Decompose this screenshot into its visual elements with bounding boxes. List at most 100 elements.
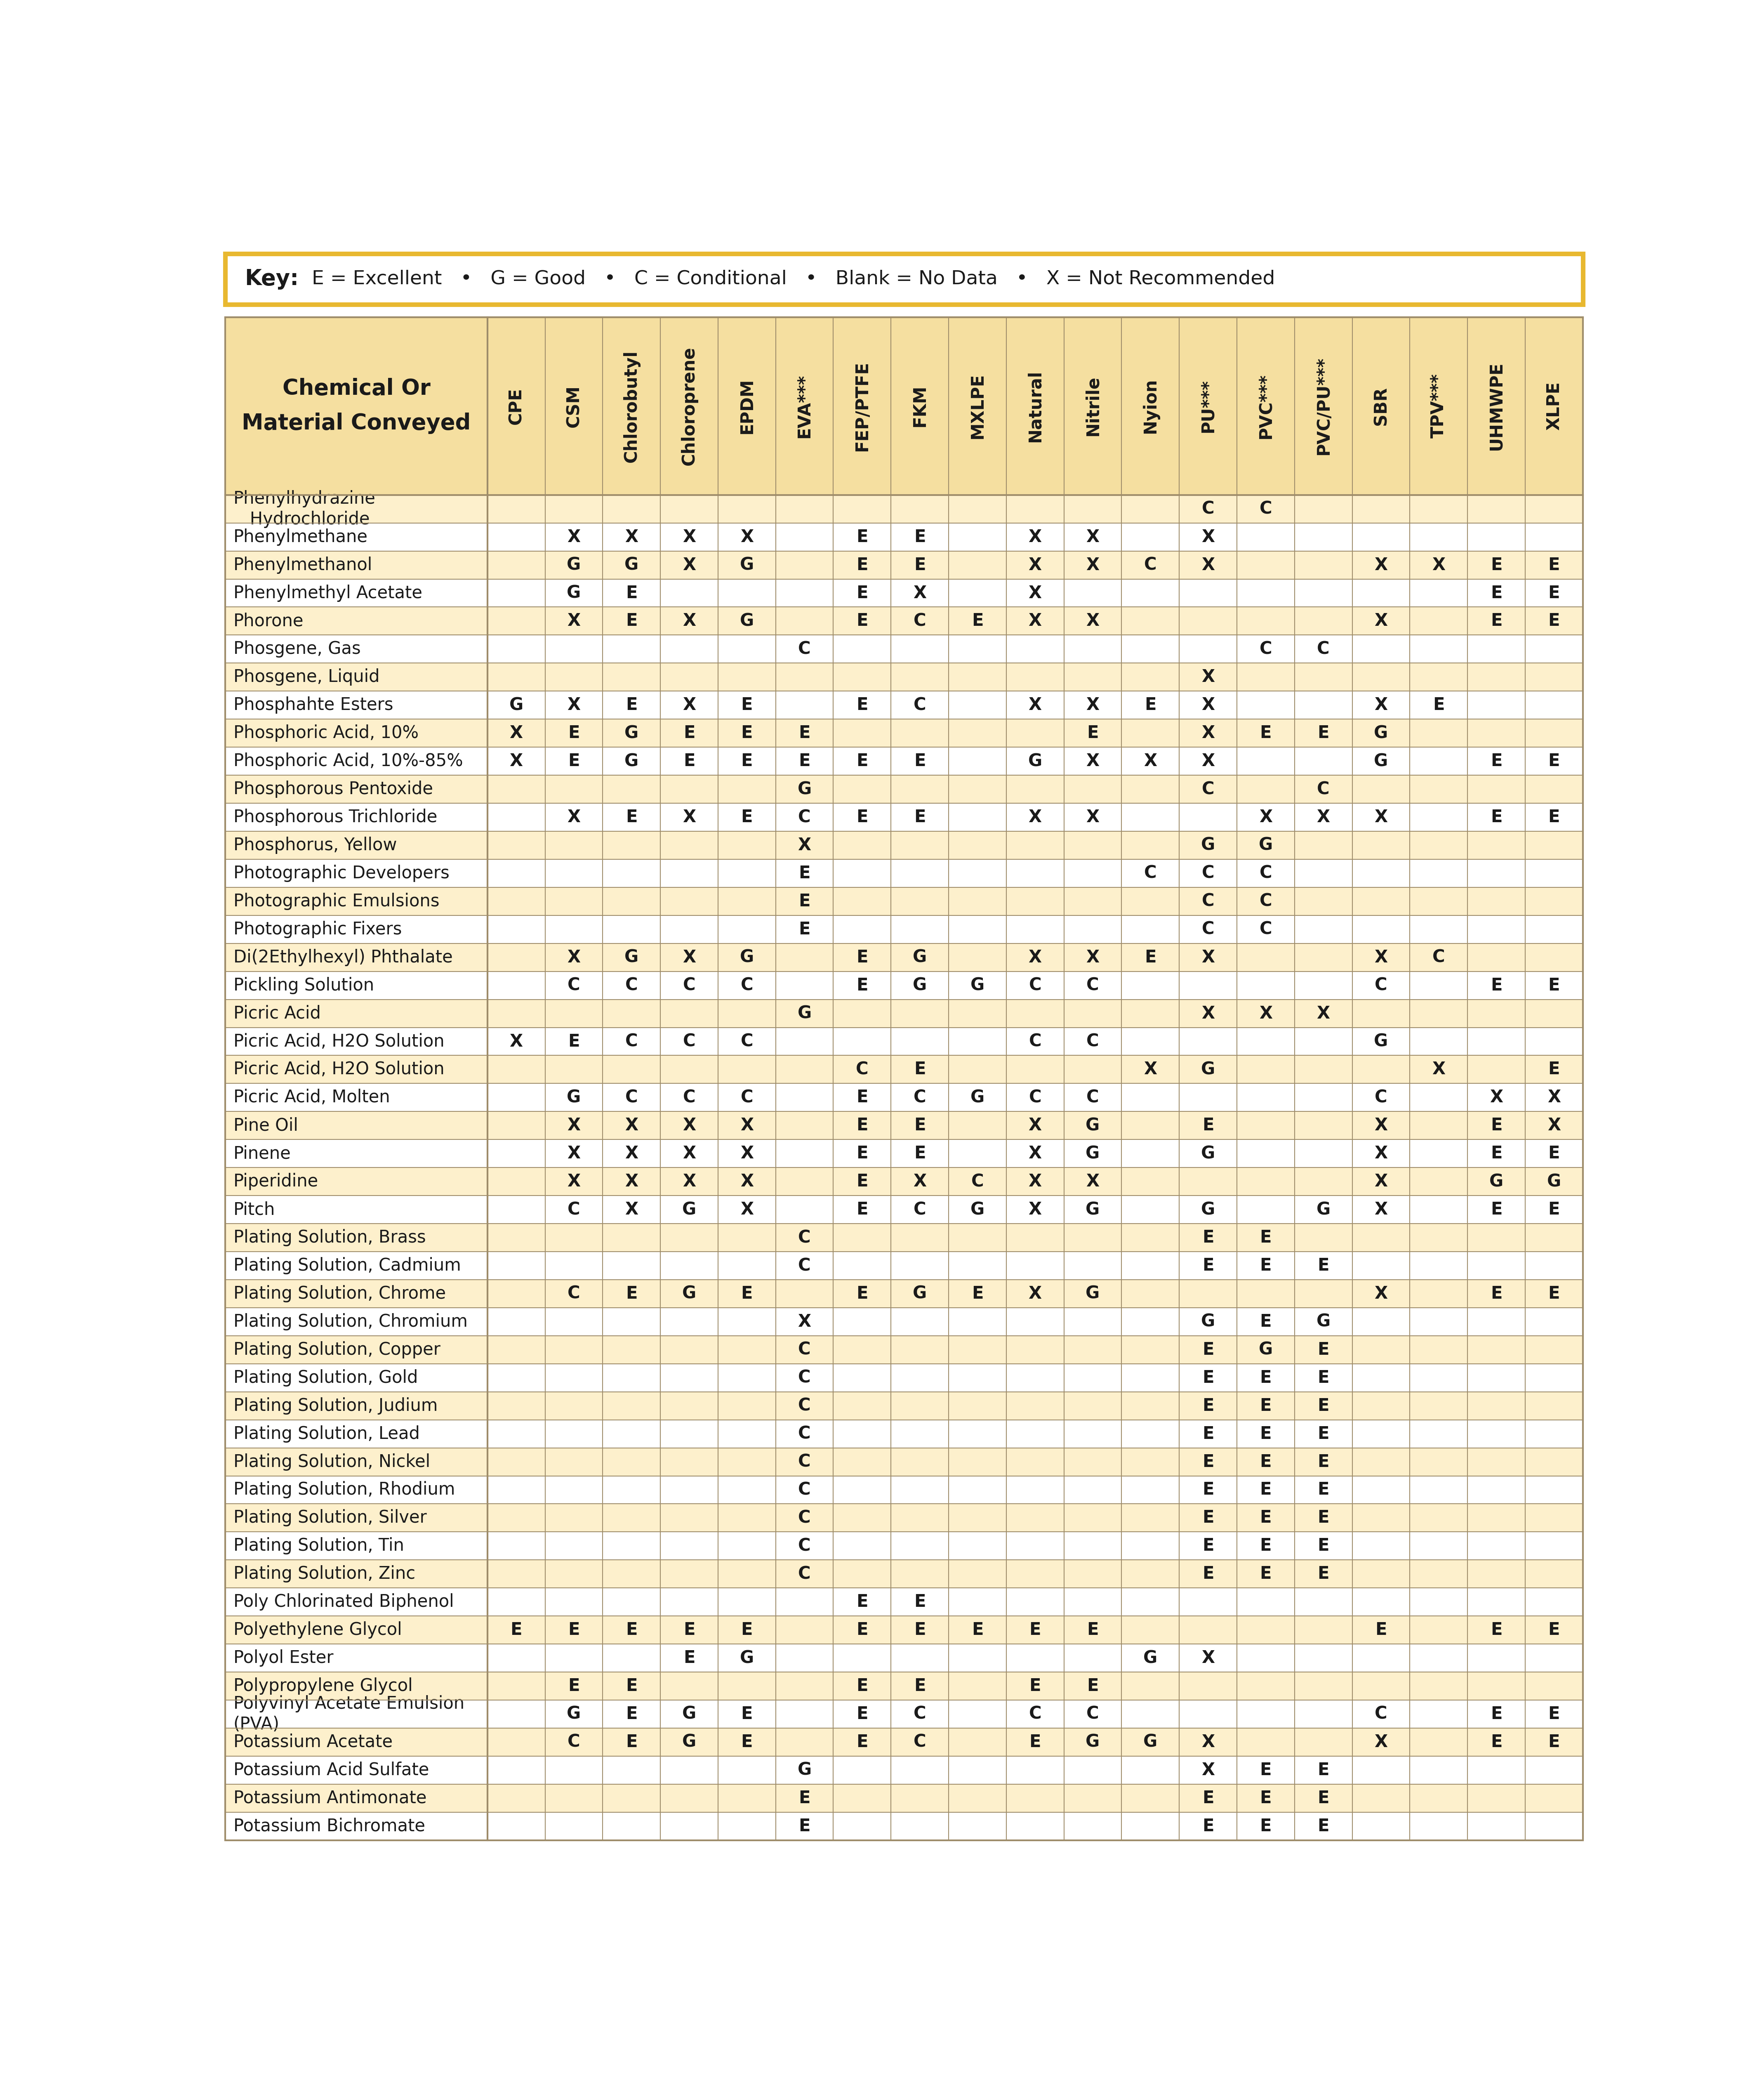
Bar <box>226 1196 1582 1223</box>
Text: E: E <box>914 1594 926 1611</box>
Text: G: G <box>1201 1312 1215 1331</box>
Text: C: C <box>1087 1088 1099 1107</box>
Text: E: E <box>1549 808 1559 825</box>
Text: G: G <box>1374 1032 1388 1051</box>
Text: Phosphorous Trichloride: Phosphorous Trichloride <box>233 808 437 825</box>
Text: Plating Solution, Cadmium: Plating Solution, Cadmium <box>233 1256 460 1275</box>
Bar <box>226 1447 1582 1476</box>
Bar <box>226 1644 1582 1673</box>
Text: X: X <box>1547 1117 1561 1134</box>
Text: G: G <box>912 1285 926 1302</box>
Text: G: G <box>1201 1200 1215 1219</box>
Text: E: E <box>626 808 637 825</box>
Text: Phosphorus, Yellow: Phosphorus, Yellow <box>233 837 397 854</box>
Text: E: E <box>1318 1397 1330 1414</box>
Bar <box>226 317 1582 495</box>
Text: X: X <box>1028 1200 1043 1219</box>
Text: X: X <box>741 1200 753 1219</box>
Text: E: E <box>683 1650 695 1667</box>
Text: X: X <box>624 1173 639 1190</box>
Text: Pine Oil: Pine Oil <box>233 1117 298 1134</box>
Text: X: X <box>568 1144 580 1163</box>
Text: C: C <box>568 1285 580 1302</box>
Text: E: E <box>1432 697 1445 713</box>
Text: Plating Solution, Nickel: Plating Solution, Nickel <box>233 1453 430 1470</box>
Text: C: C <box>1318 782 1330 798</box>
Text: CSM: CSM <box>564 386 582 427</box>
Text: X: X <box>1028 556 1043 574</box>
Text: C: C <box>1087 1032 1099 1051</box>
Text: G: G <box>624 723 639 742</box>
Text: G: G <box>970 1200 984 1219</box>
Bar <box>226 1364 1582 1391</box>
Text: E: E <box>510 1621 522 1638</box>
Text: G: G <box>1143 1733 1157 1752</box>
Text: G: G <box>1201 837 1215 854</box>
Text: C: C <box>1028 1032 1041 1051</box>
Text: Plating Solution, Gold: Plating Solution, Gold <box>233 1368 418 1387</box>
Text: SBR: SBR <box>1372 388 1390 425</box>
Text: E: E <box>1549 1285 1559 1302</box>
Text: C: C <box>972 1173 984 1190</box>
Bar <box>226 887 1582 916</box>
Text: X: X <box>1374 1285 1388 1302</box>
Bar <box>226 663 1582 690</box>
Text: Phosphahte Esters: Phosphahte Esters <box>233 697 393 713</box>
Text: E: E <box>1549 1061 1559 1078</box>
Text: C: C <box>797 1256 811 1275</box>
Text: X: X <box>683 1117 695 1134</box>
Text: MXLPE: MXLPE <box>968 373 986 439</box>
Text: C: C <box>568 976 580 995</box>
Text: E: E <box>856 697 868 713</box>
Bar <box>226 1532 1582 1561</box>
Text: TPV***: TPV*** <box>1431 373 1446 437</box>
Text: X: X <box>568 612 580 630</box>
Text: C: C <box>914 1706 926 1723</box>
Text: X: X <box>1201 529 1215 545</box>
Text: X: X <box>1201 556 1215 574</box>
Text: E: E <box>1318 1341 1330 1358</box>
Text: Potassium Bichromate: Potassium Bichromate <box>233 1818 425 1835</box>
Text: Plating Solution, Brass: Plating Solution, Brass <box>233 1229 425 1246</box>
Text: C: C <box>914 697 926 713</box>
Text: X: X <box>1087 1173 1099 1190</box>
Text: Phosphoric Acid, 10%: Phosphoric Acid, 10% <box>233 723 418 742</box>
Bar <box>226 1055 1582 1084</box>
Text: X: X <box>1028 1117 1043 1134</box>
Text: X: X <box>568 1117 580 1134</box>
Bar <box>226 1561 1582 1588</box>
Bar <box>226 1729 1582 1756</box>
Text: E: E <box>1259 1565 1272 1582</box>
Bar <box>226 1252 1582 1279</box>
Text: EVA***: EVA*** <box>796 373 813 437</box>
Bar <box>226 719 1582 746</box>
Text: X: X <box>1316 1005 1330 1022</box>
Text: C: C <box>1374 1088 1387 1107</box>
Bar <box>226 1084 1582 1111</box>
Text: Natural: Natural <box>1027 369 1044 442</box>
Text: C: C <box>1259 920 1272 937</box>
Text: E: E <box>1549 556 1559 574</box>
Text: E: E <box>1028 1677 1041 1696</box>
Text: E: E <box>1087 723 1099 742</box>
Text: E: E <box>856 1621 868 1638</box>
Bar <box>226 999 1582 1028</box>
Text: E: E <box>1203 1789 1214 1808</box>
Text: C: C <box>1145 556 1157 574</box>
Text: E: E <box>1491 1285 1503 1302</box>
Text: E: E <box>1203 1818 1214 1835</box>
Text: C: C <box>1201 864 1214 881</box>
Text: G: G <box>797 1762 811 1779</box>
Text: E: E <box>1028 1733 1041 1752</box>
Text: Plating Solution, Silver: Plating Solution, Silver <box>233 1509 427 1526</box>
Text: E: E <box>1203 1565 1214 1582</box>
Text: C: C <box>797 1482 811 1499</box>
Text: G: G <box>624 556 639 574</box>
Bar <box>226 775 1582 802</box>
Text: E = Excellent   •   G = Good   •   C = Conditional   •   Blank = No Data   •   X: E = Excellent • G = Good • C = Condition… <box>312 269 1275 288</box>
Text: X: X <box>1374 949 1388 966</box>
Text: G: G <box>970 976 984 995</box>
Text: X: X <box>1201 752 1215 769</box>
Text: C: C <box>797 1538 811 1555</box>
Text: E: E <box>856 1706 868 1723</box>
